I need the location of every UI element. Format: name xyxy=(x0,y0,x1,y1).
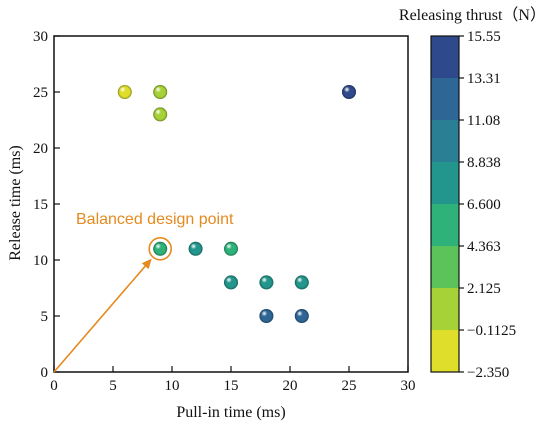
y-tick-label: 15 xyxy=(33,197,48,213)
colorbar-tick-label: 6.600 xyxy=(467,197,501,213)
x-tick-label: 30 xyxy=(401,378,416,394)
colorbar-tick-label: 11.08 xyxy=(467,113,500,129)
plot-frame xyxy=(53,35,409,373)
x-axis-title: Pull-in time (ms) xyxy=(176,404,285,421)
y-axis-title: Release time (ms) xyxy=(7,145,24,261)
y-tick-label: 30 xyxy=(33,29,48,45)
y-tick-label: 0 xyxy=(41,365,49,381)
colorbar-tick-label: 13.31 xyxy=(467,71,501,87)
data-point xyxy=(224,241,238,256)
colorbar-title: Releasing thrust（N） xyxy=(399,6,546,24)
plot-area: 0 5 10 15 20 25 30 0 5 10 15 20 25 30 xyxy=(33,29,416,394)
colorbar-tick-label: 8.838 xyxy=(467,155,501,171)
y-tick-label: 20 xyxy=(33,141,48,157)
y-tick-label: 25 xyxy=(33,85,48,101)
colorbar-tick-label: 2.125 xyxy=(467,281,501,297)
data-point xyxy=(153,85,168,99)
colorbar-band xyxy=(431,162,459,205)
colorbar-tick-label: 15.55 xyxy=(467,29,501,45)
annotation-arrow-line xyxy=(53,264,148,373)
data-point xyxy=(117,85,132,99)
colorbar-tick-label: 4.363 xyxy=(467,239,501,255)
annotation-label: Balanced design point xyxy=(76,211,234,228)
colorbar-band xyxy=(431,120,459,163)
colorbar: 15.55 13.31 11.08 8.838 6.600 4.363 2.125 −0.11… xyxy=(430,29,516,381)
colorbar-band xyxy=(431,78,459,121)
data-point xyxy=(259,309,274,323)
data-point xyxy=(188,241,203,256)
data-point xyxy=(342,85,356,99)
colorbar-band xyxy=(431,204,459,247)
colorbar-band xyxy=(431,246,459,289)
annotation-highlight-ring xyxy=(148,237,172,261)
data-point xyxy=(294,275,309,290)
annotation-arrowhead xyxy=(141,258,152,270)
colorbar-tick-label: −0.1125 xyxy=(467,323,516,339)
x-tick-label: 20 xyxy=(283,378,298,394)
colorbar-band xyxy=(431,36,459,79)
colorbar-tick-label: −2.350 xyxy=(467,365,509,381)
y-tick-label: 5 xyxy=(41,309,49,325)
data-point xyxy=(294,309,309,323)
data-point xyxy=(153,241,168,256)
x-tick-label: 15 xyxy=(224,378,239,394)
colorbar-band xyxy=(431,288,459,331)
y-tick-label: 10 xyxy=(33,253,48,269)
data-point xyxy=(153,107,168,122)
x-tick-label: 5 xyxy=(109,378,117,394)
data-point xyxy=(259,275,274,290)
x-tick-label: 0 xyxy=(50,378,58,394)
x-tick-label: 10 xyxy=(165,378,180,394)
data-point xyxy=(224,275,238,290)
colorbar-band xyxy=(431,330,459,373)
x-tick-label: 25 xyxy=(342,378,357,394)
